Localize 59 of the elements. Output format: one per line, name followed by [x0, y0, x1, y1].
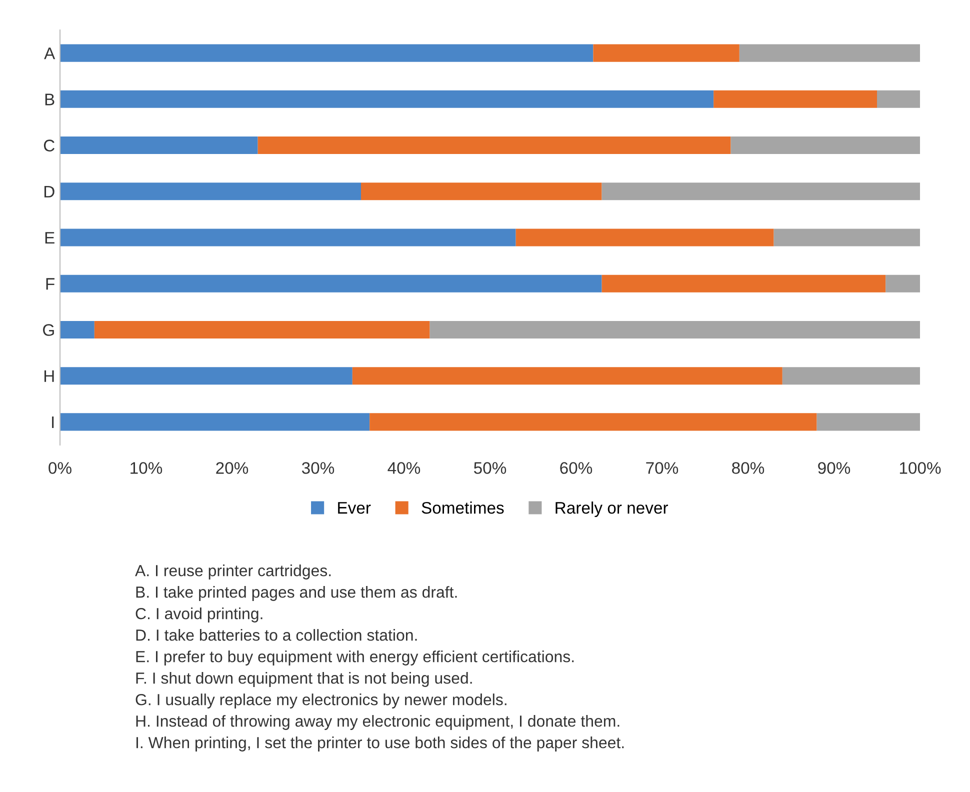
bar — [877, 90, 920, 108]
legend-label: Rarely or never — [556, 502, 668, 518]
bar — [60, 136, 258, 154]
bar — [782, 367, 920, 385]
x-tick-label: 70% — [646, 462, 678, 474]
bar — [60, 367, 352, 385]
text: C. I avoid printing. — [136, 608, 262, 622]
bar — [60, 44, 594, 62]
bar — [593, 44, 740, 62]
text: D. I take batteries to a collection station. — [136, 629, 417, 641]
bar — [714, 90, 877, 108]
y-tick-label: A — [44, 48, 56, 60]
bar — [60, 320, 94, 338]
legend-label: Sometimes — [422, 502, 504, 514]
bar — [730, 136, 920, 154]
bar — [94, 320, 430, 338]
x-tick-label: 40% — [388, 462, 420, 474]
y-tick-label: C — [44, 140, 55, 152]
text: G. I usually replace my electronics by newer models. — [136, 694, 506, 708]
x-tick-label: 60% — [560, 462, 592, 474]
bar — [60, 274, 602, 292]
y-tick-label: E — [45, 232, 54, 244]
bar — [739, 44, 920, 62]
text: A. I reuse printer cartridges. — [135, 564, 331, 580]
x-tick-label: 0% — [48, 462, 72, 474]
text: F. I shut down equipment that is not being used. — [136, 672, 472, 687]
y-tick-label: H — [44, 370, 54, 382]
y-tick-label: I — [52, 416, 54, 428]
bar — [60, 228, 516, 246]
x-tick-label: 50% — [474, 462, 506, 474]
bar — [352, 367, 782, 385]
x-tick-label: 30% — [302, 462, 334, 474]
bar — [370, 413, 817, 431]
bar — [602, 274, 886, 292]
bar — [60, 413, 370, 431]
bar — [516, 228, 774, 246]
bar — [258, 136, 731, 154]
bar — [60, 90, 714, 108]
bar — [60, 182, 361, 200]
y-tick-label: F — [46, 278, 54, 290]
x-tick-label: 80% — [732, 462, 764, 474]
text: I. When printing, I set the printer to use both sides of the paper sheet. — [136, 736, 624, 752]
y-tick-label: D — [44, 186, 54, 198]
x-tick-label: 20% — [216, 462, 248, 474]
x-tick-label: 90% — [818, 462, 850, 474]
legend-label: Ever — [338, 502, 371, 514]
bar — [816, 413, 920, 431]
bar — [361, 182, 602, 200]
x-tick-label: 100% — [900, 462, 941, 474]
text: H. Instead of throwing away my electronic equipment, I donate them. — [136, 715, 620, 730]
y-tick-label: B — [45, 94, 54, 106]
text: E. I prefer to buy equipment with energy efficient certifications. — [136, 650, 574, 666]
y-tick-label: G — [43, 324, 54, 336]
text: B. I take printed pages and use them as draft. — [136, 586, 457, 601]
x-tick-label: 10% — [130, 462, 162, 474]
bar — [430, 320, 920, 338]
bar — [886, 274, 920, 292]
bar — [602, 182, 920, 200]
bar — [774, 228, 920, 246]
